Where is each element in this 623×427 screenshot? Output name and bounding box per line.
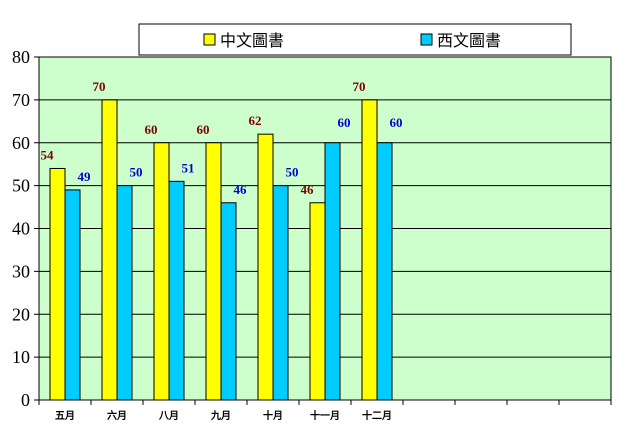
bar-chinese xyxy=(205,142,222,401)
data-label-western: 50 xyxy=(286,165,299,180)
data-label-western: 49 xyxy=(78,169,92,184)
data-label-western: 50 xyxy=(130,165,143,180)
legend-label-chinese: 中文圖書 xyxy=(220,31,284,50)
data-label-chinese: 62 xyxy=(249,113,262,128)
bar-western xyxy=(272,185,289,401)
data-label-western: 60 xyxy=(338,115,351,130)
bar-chinese xyxy=(309,202,326,401)
legend-label-western: 西文圖書 xyxy=(437,31,501,50)
bar-chinese xyxy=(101,99,118,401)
x-axis: 五月 六月 八月 九月 十月 十一月 十二月 xyxy=(38,400,612,422)
x-tick-label: 九月 xyxy=(210,409,231,422)
x-tick-label: 八月 xyxy=(158,410,179,422)
bar-chinese xyxy=(257,133,274,401)
data-label-western: 51 xyxy=(182,160,195,175)
y-tick-label: 30 xyxy=(12,261,30,281)
bar-western xyxy=(116,185,133,401)
bar-western xyxy=(220,202,237,401)
y-tick-label: 50 xyxy=(12,176,30,196)
y-tick-label: 60 xyxy=(12,133,30,153)
y-tick-label: 20 xyxy=(12,304,30,324)
bar-western xyxy=(376,142,393,401)
x-tick-label: 十二月 xyxy=(362,409,392,422)
x-tick-label: 十月 xyxy=(263,409,283,422)
x-tick-label: 五月 xyxy=(55,410,75,422)
data-label-chinese: 70 xyxy=(93,79,106,94)
bars xyxy=(49,99,393,401)
bar-western xyxy=(168,180,185,401)
bar-chinese xyxy=(153,142,170,401)
data-label-western: 60 xyxy=(390,115,403,130)
data-label-chinese: 70 xyxy=(353,79,366,94)
x-tick-label: 六月 xyxy=(107,409,127,422)
data-label-chinese: 46 xyxy=(301,182,315,197)
legend-swatch-western xyxy=(420,33,433,46)
x-tick-label: 十一月 xyxy=(310,409,340,422)
y-tick-label: 80 xyxy=(12,47,30,67)
y-axis: 0 10 20 30 40 50 60 70 80 xyxy=(12,47,39,410)
y-tick-label: 10 xyxy=(12,347,30,367)
y-tick-label: 40 xyxy=(12,219,30,239)
bar-western xyxy=(324,142,341,401)
bar-chinese xyxy=(49,167,66,401)
bar-chinese xyxy=(361,99,378,401)
y-tick-label: 70 xyxy=(12,90,30,110)
data-label-western: 46 xyxy=(234,182,248,197)
legend-swatch-chinese xyxy=(203,33,216,46)
data-label-chinese: 60 xyxy=(145,122,158,137)
y-tick-label: 0 xyxy=(21,390,30,410)
data-label-chinese: 60 xyxy=(197,122,210,137)
legend: 中文圖書 西文圖書 xyxy=(138,23,572,56)
bar-western xyxy=(64,189,81,401)
data-label-chinese: 54 xyxy=(41,147,55,162)
